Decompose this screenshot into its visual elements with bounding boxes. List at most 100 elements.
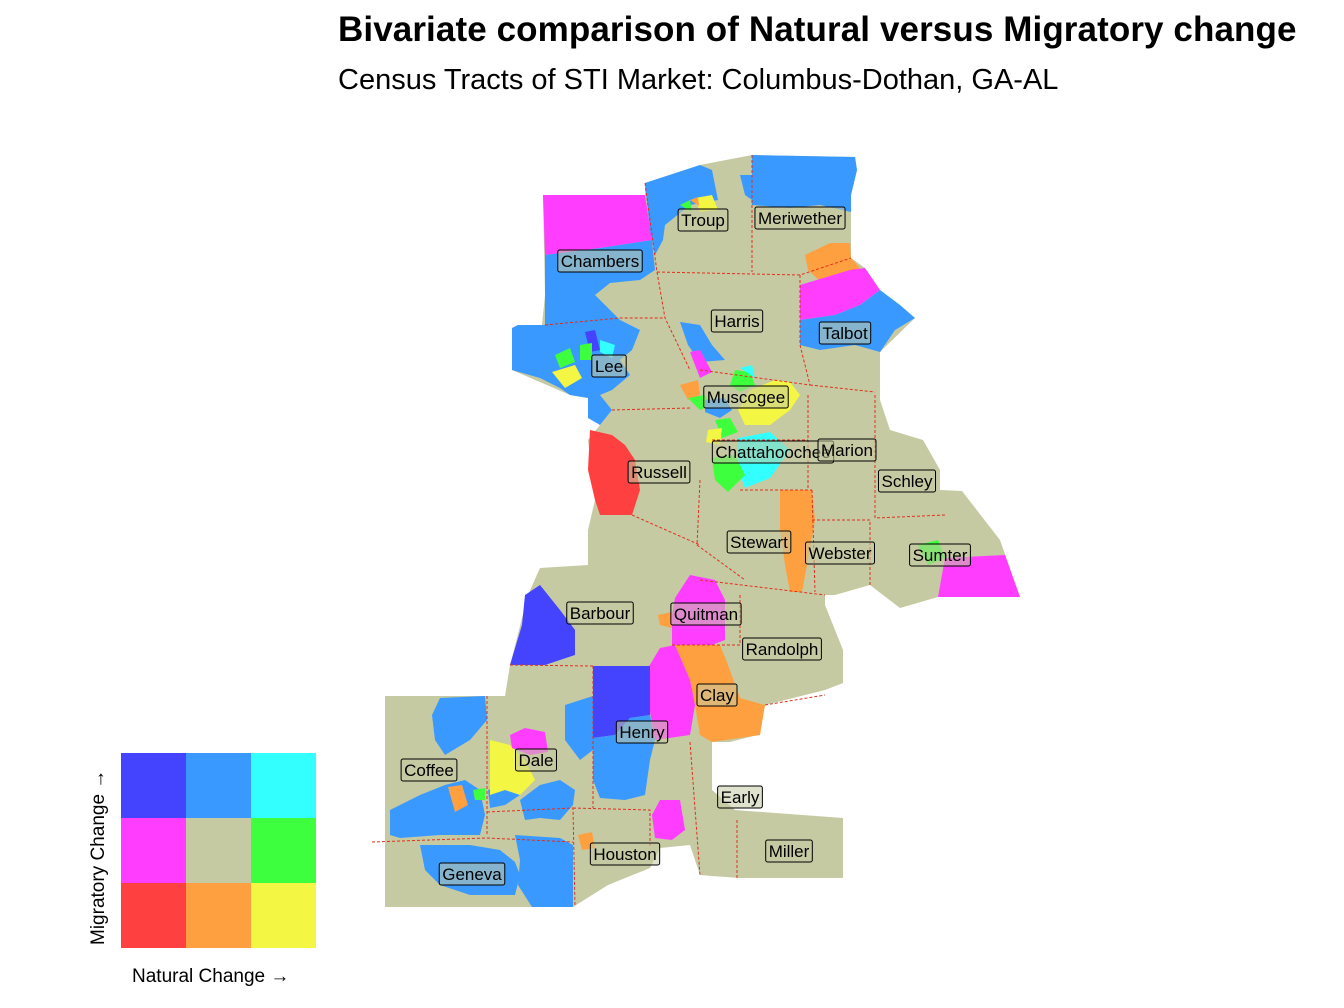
county-label-box bbox=[703, 385, 789, 409]
county-label-box bbox=[909, 543, 971, 567]
county-label-quitman: Quitman bbox=[670, 602, 742, 626]
boundary-chambers-lee bbox=[544, 317, 665, 326]
tract-webster-orange bbox=[780, 490, 815, 592]
county-label-stewart: Stewart bbox=[726, 530, 792, 554]
legend-x-axis-label: Natural Change → bbox=[132, 966, 290, 987]
county-label-box bbox=[877, 469, 937, 493]
county-label-text: Houston bbox=[593, 845, 656, 864]
legend-cell-mid-migration-mid-natural bbox=[186, 818, 251, 883]
county-label-box bbox=[726, 530, 792, 554]
county-label-text: Early bbox=[721, 788, 760, 807]
tract-lee-green-1 bbox=[555, 348, 575, 368]
county-labels: Troup Meriwether Chambers Harris Talbot Lee Mu… bbox=[400, 206, 971, 886]
tract-muscogee-orange bbox=[680, 380, 700, 400]
legend-cell-low-migration-mid-natural bbox=[186, 883, 251, 948]
county-label-text: Russell bbox=[631, 463, 687, 482]
county-label-text: Chambers bbox=[561, 252, 639, 271]
tracts bbox=[390, 155, 1020, 907]
county-label-text: Schley bbox=[881, 472, 933, 491]
legend-cell-high-migration-mid-natural bbox=[186, 753, 251, 818]
boundary-marion-schley bbox=[874, 395, 946, 519]
county-label-box bbox=[742, 637, 822, 661]
county-label-chambers: Chambers bbox=[557, 249, 643, 273]
boundary-troup-harris bbox=[656, 257, 852, 276]
county-label-box bbox=[717, 785, 763, 809]
tract-troup-orange bbox=[690, 197, 699, 206]
county-label-randolph: Randolph bbox=[742, 637, 822, 661]
bivariate-legend bbox=[121, 753, 316, 948]
county-label-text: Barbour bbox=[570, 604, 631, 623]
county-label-troup: Troup bbox=[677, 208, 729, 232]
county-label-text: Quitman bbox=[674, 605, 738, 624]
county-label-talbot: Talbot bbox=[818, 321, 872, 345]
tract-dale-magenta bbox=[510, 728, 548, 755]
county-label-dale: Dale bbox=[515, 748, 557, 772]
tract-geneva-blue-2 bbox=[515, 835, 573, 907]
county-label-schley: Schley bbox=[877, 469, 937, 493]
county-label-text: Talbot bbox=[822, 324, 868, 343]
county-label-clay: Clay bbox=[696, 683, 738, 707]
county-label-marion: Marion bbox=[817, 438, 877, 462]
tract-dale-blue-1 bbox=[565, 696, 593, 760]
county-label-box bbox=[765, 839, 813, 863]
county-label-text: Meriwether bbox=[758, 209, 842, 228]
county-label-box bbox=[677, 208, 729, 232]
tract-coffee-green bbox=[473, 788, 485, 800]
county-label-muscogee: Muscogee bbox=[703, 385, 789, 409]
county-label-text: Muscogee bbox=[707, 388, 785, 407]
county-label-box bbox=[627, 460, 691, 484]
legend-cell-low-migration-low-natural bbox=[121, 883, 186, 948]
tract-harris-blue bbox=[680, 322, 725, 362]
county-label-box bbox=[591, 354, 627, 378]
county-label-text: Clay bbox=[700, 686, 735, 705]
county-label-text: Harris bbox=[714, 312, 759, 331]
county-label-henry: Henry bbox=[615, 720, 669, 744]
county-label-text: Geneva bbox=[442, 865, 502, 884]
county-label-early: Early bbox=[717, 785, 763, 809]
tract-lee-yellow bbox=[552, 365, 582, 388]
county-label-box bbox=[805, 541, 875, 565]
tract-dale-yellow bbox=[490, 740, 535, 795]
county-label-box bbox=[754, 206, 846, 230]
boundary-russell-stewart bbox=[696, 479, 746, 581]
county-label-coffee: Coffee bbox=[400, 758, 458, 782]
county-label-text: Miller bbox=[769, 842, 810, 861]
county-label-box bbox=[696, 683, 738, 707]
map-subtitle: Census Tracts of STI Market: Columbus-Do… bbox=[338, 64, 1059, 96]
boundary-harris-talbot bbox=[799, 275, 811, 386]
county-label-box bbox=[589, 842, 661, 866]
county-label-text: Stewart bbox=[730, 533, 788, 552]
tract-chambers-magenta bbox=[543, 195, 652, 255]
county-label-box bbox=[566, 601, 634, 625]
county-label-houston: Houston bbox=[589, 842, 661, 866]
tract-coffee-blue-top bbox=[432, 696, 487, 755]
tract-troup-yellow bbox=[695, 195, 718, 212]
tract-barbour-darkblue bbox=[510, 585, 575, 665]
county-label-box bbox=[670, 602, 742, 626]
county-label-box bbox=[438, 862, 506, 886]
legend-cell-high-migration-low-natural bbox=[121, 753, 186, 818]
legend-y-axis-label: Migratory Change → bbox=[88, 769, 109, 945]
boundary-harris-west bbox=[656, 271, 691, 371]
county-label-text: Sumter bbox=[913, 546, 968, 565]
county-label-text: Troup bbox=[681, 211, 725, 230]
tract-russell-red bbox=[588, 430, 640, 515]
boundary-henry-houston bbox=[572, 807, 651, 848]
county-label-text: Webster bbox=[809, 544, 872, 563]
tract-henry-darkblue bbox=[593, 666, 650, 738]
boundary-barbour-henry bbox=[509, 664, 594, 667]
map-title: Bivariate comparison of Natural versus M… bbox=[338, 10, 1297, 49]
county-label-box bbox=[818, 321, 872, 345]
boundary-stewart-quitman bbox=[699, 579, 826, 596]
county-label-meriwether: Meriwether bbox=[754, 206, 846, 230]
county-label-chattahoochee: Chattahoochee bbox=[711, 440, 835, 464]
boundary-stewart-webster bbox=[811, 489, 816, 593]
tract-lee-green-2 bbox=[580, 343, 592, 360]
county-label-geneva: Geneva bbox=[438, 862, 506, 886]
legend-cell-mid-migration-high-natural bbox=[251, 818, 316, 883]
tract-troup-blue-2 bbox=[740, 175, 752, 200]
tract-early-magenta bbox=[652, 800, 685, 840]
boundary-russell-barbour bbox=[631, 514, 701, 546]
county-label-text: Chattahoochee bbox=[715, 443, 830, 462]
boundary-muscogee-north bbox=[699, 369, 811, 386]
